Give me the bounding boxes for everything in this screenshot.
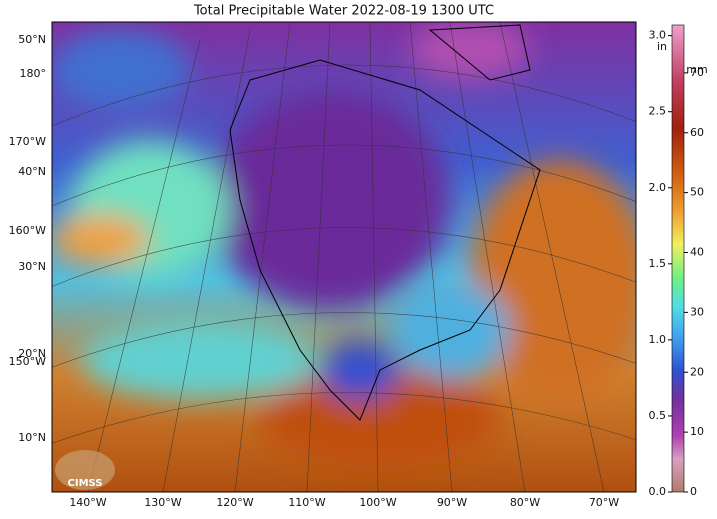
lat-label: 150°W [9, 355, 46, 368]
mm-tick-label: 60 [690, 126, 704, 139]
in-tick-label: 0.5 [649, 409, 667, 422]
lon-label: 140°W [69, 496, 106, 509]
colorbar [671, 24, 685, 493]
mm-tick-label: 30 [690, 305, 704, 318]
title: Total Precipitable Water 2022-08-19 1300… [193, 4, 494, 19]
lon-label: 90°W [437, 496, 467, 509]
lon-label: 100°W [359, 496, 396, 509]
mm-tick-label: 0 [690, 485, 697, 498]
lat-label: 10°N [18, 431, 46, 444]
cimss-logo: CIMSS [55, 450, 115, 490]
in-tick-label: 2.5 [649, 105, 667, 118]
map-frame [51, 21, 637, 493]
mm-tick-label: 10 [690, 425, 704, 438]
mm-tick-label: 50 [690, 186, 704, 199]
in-unit: in [657, 40, 667, 53]
lon-label: 70°W [589, 496, 619, 509]
logo-text: CIMSS [68, 478, 103, 489]
lat-label: 40°N [18, 165, 46, 178]
lat-label: 180° [20, 67, 47, 80]
lat-label: 50°N [18, 33, 46, 46]
lat-label: 170°W [9, 135, 46, 148]
lat-label: 20°N [18, 347, 46, 360]
in-tick-label: 2.0 [649, 181, 667, 194]
mm-unit: mm [686, 63, 707, 76]
lon-label: 130°W [144, 496, 181, 509]
in-tick-label: 1.0 [649, 333, 667, 346]
mm-tick-label: 20 [690, 365, 704, 378]
mm-tick-label: 40 [690, 246, 704, 259]
lat-label: 30°N [18, 260, 46, 273]
mm-tick-label: 70 [690, 66, 704, 79]
in-tick-label: 1.5 [649, 257, 667, 270]
lon-label: 120°W [216, 496, 253, 509]
lon-label: 110°W [288, 496, 325, 509]
lat-label: 160°W [9, 224, 46, 237]
map [52, 22, 636, 492]
in-tick-label: 3.0 [649, 29, 667, 42]
lon-label: 80°W [510, 496, 540, 509]
in-tick-label: 0.0 [649, 485, 667, 498]
